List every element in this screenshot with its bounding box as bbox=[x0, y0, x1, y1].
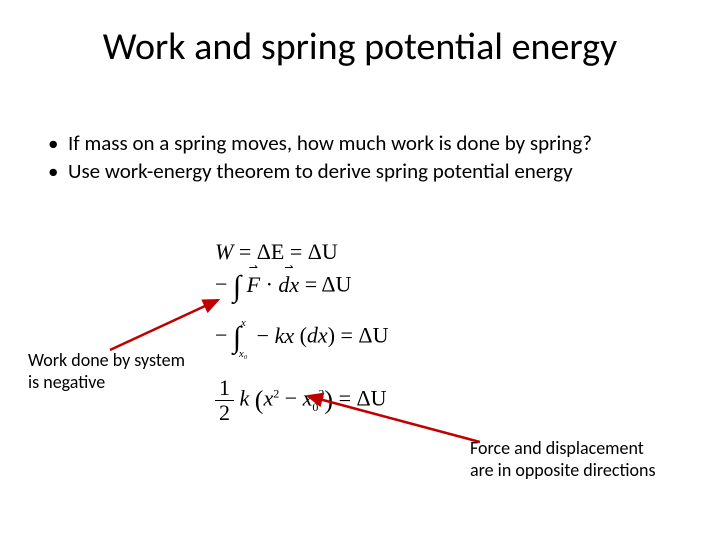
vector-arrow-icon: ⇀ bbox=[249, 263, 258, 274]
equation-line-3: − ∫ x x₀ − kx (dx) = ΔU bbox=[215, 321, 475, 354]
eq-minus: − bbox=[215, 323, 227, 348]
annotation-left: Work done by system is negative bbox=[28, 350, 208, 393]
equation-line-4: 1 2 k (x2 − x02) = ΔU bbox=[215, 376, 475, 425]
eq-W: W bbox=[215, 239, 233, 264]
eq-rhs: = ΔU bbox=[341, 323, 389, 348]
eq-frac-num: 1 bbox=[215, 376, 234, 401]
eq-eq-deltaE: = ΔE bbox=[239, 239, 285, 264]
annotation-right: Force and displacement are in opposite d… bbox=[470, 438, 700, 481]
bullet-item: Use work-energy theorem to derive spring… bbox=[48, 158, 678, 184]
slide-title: Work and spring potential energy bbox=[0, 24, 720, 70]
integral-upper: x bbox=[241, 317, 246, 329]
eq-dot: · bbox=[266, 272, 273, 297]
eq-minus: − bbox=[285, 386, 303, 411]
eq-minus: − bbox=[215, 272, 227, 297]
eq-dx: dx bbox=[278, 272, 299, 297]
eq-k: k bbox=[240, 386, 250, 411]
integral-lower: x₀ bbox=[239, 348, 248, 360]
eq-dx-vector: ⇀ dx bbox=[278, 273, 299, 297]
eq-frac-den: 2 bbox=[215, 401, 234, 425]
vector-arrow-icon: ⇀ bbox=[284, 263, 293, 274]
eq-sub0: 0 bbox=[312, 400, 318, 414]
integral-icon: ∫ x x₀ bbox=[233, 321, 241, 354]
eq-F: F bbox=[247, 272, 260, 297]
eq-dx-paren: (dx) bbox=[300, 323, 335, 348]
arrow-line bbox=[110, 300, 218, 350]
equation-line-1: W = ΔE = ΔU bbox=[215, 240, 475, 264]
eq-F-vector: ⇀ F bbox=[247, 273, 260, 297]
eq-rhs: = ΔU bbox=[305, 272, 352, 297]
equation-line-2: − ∫ ⇀ F · ⇀ dx = ΔU bbox=[215, 270, 475, 303]
paren-close: ) bbox=[324, 386, 333, 415]
integral-icon: ∫ bbox=[233, 270, 241, 303]
eq-eq-deltaU: = ΔU bbox=[290, 239, 338, 264]
slide: Work and spring potential energy If mass… bbox=[0, 0, 720, 540]
eq-rhs: = ΔU bbox=[339, 386, 387, 411]
equation-block: W = ΔE = ΔU − ∫ ⇀ F · ⇀ dx = ΔU − ∫ x x₀ bbox=[215, 240, 475, 432]
eq-fraction: 1 2 bbox=[215, 376, 234, 425]
eq-inner: − kx bbox=[257, 323, 294, 348]
bullet-item: If mass on a spring moves, how much work… bbox=[48, 130, 678, 156]
bullet-list: If mass on a spring moves, how much work… bbox=[48, 130, 678, 187]
